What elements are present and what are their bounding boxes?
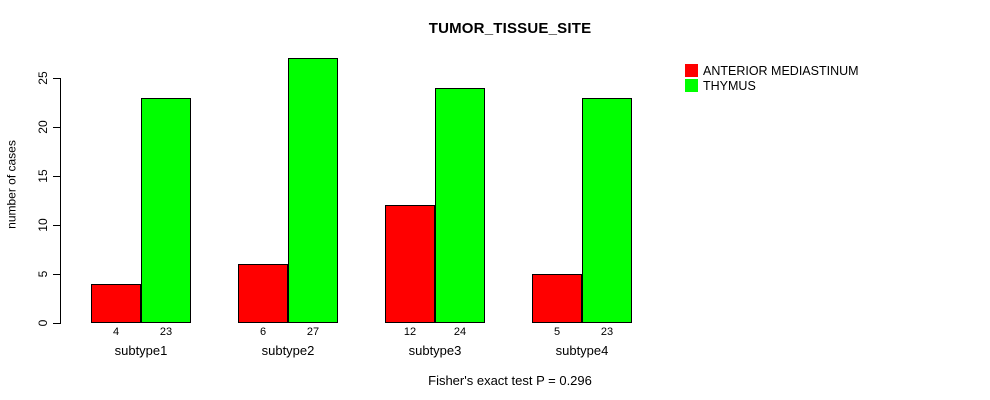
y-axis-title: number of cases	[4, 140, 19, 229]
y-tick-label: 20	[36, 120, 50, 134]
y-tick-label: 0	[36, 319, 50, 327]
y-tick-label: 5	[36, 270, 50, 278]
category-label-subtype3: subtype3	[408, 343, 462, 358]
legend-item: THYMUS	[685, 78, 859, 93]
bar-subtype3-series-1	[435, 88, 485, 323]
legend-swatch-icon	[685, 64, 698, 77]
chart-title: TUMOR_TISSUE_SITE	[428, 20, 592, 37]
category-label-subtype2: subtype2	[261, 343, 315, 358]
bar-subtype4-series-0	[532, 274, 582, 323]
y-tick-mark	[53, 175, 61, 177]
y-tick-label: 10	[36, 218, 50, 232]
y-tick-label: 25	[36, 71, 50, 85]
bar-subtype4-series-1	[582, 98, 632, 323]
y-axis-line	[60, 78, 61, 324]
bar-value-label: 6	[259, 326, 267, 338]
legend-label: ANTERIOR MEDIASTINUM	[703, 63, 859, 78]
y-tick-mark	[53, 273, 61, 275]
bar-value-label: 5	[553, 326, 561, 338]
bar-value-label: 23	[600, 326, 614, 338]
bar-subtype1-series-0	[91, 284, 141, 323]
y-tick-mark	[53, 77, 61, 79]
bar-value-label: 27	[306, 326, 320, 338]
bar-subtype3-series-0	[385, 205, 435, 323]
y-tick-label: 15	[36, 169, 50, 183]
y-tick-mark	[53, 126, 61, 128]
bar-subtype2-series-1	[288, 58, 338, 323]
category-label-subtype1: subtype1	[114, 343, 168, 358]
legend: ANTERIOR MEDIASTINUM THYMUS	[685, 63, 859, 93]
bar-value-label: 4	[112, 326, 120, 338]
bar-value-label: 24	[453, 326, 467, 338]
bar-subtype1-series-1	[141, 98, 191, 323]
bar-value-label: 23	[159, 326, 173, 338]
y-tick-mark	[53, 224, 61, 226]
legend-item: ANTERIOR MEDIASTINUM	[685, 63, 859, 78]
category-label-subtype4: subtype4	[555, 343, 609, 358]
y-tick-mark	[53, 322, 61, 324]
bar-subtype2-series-0	[238, 264, 288, 323]
legend-swatch-icon	[685, 79, 698, 92]
legend-label: THYMUS	[703, 78, 756, 93]
annotation-fishers-test: Fisher's exact test P = 0.296	[428, 373, 592, 388]
bar-value-label: 12	[403, 326, 417, 338]
